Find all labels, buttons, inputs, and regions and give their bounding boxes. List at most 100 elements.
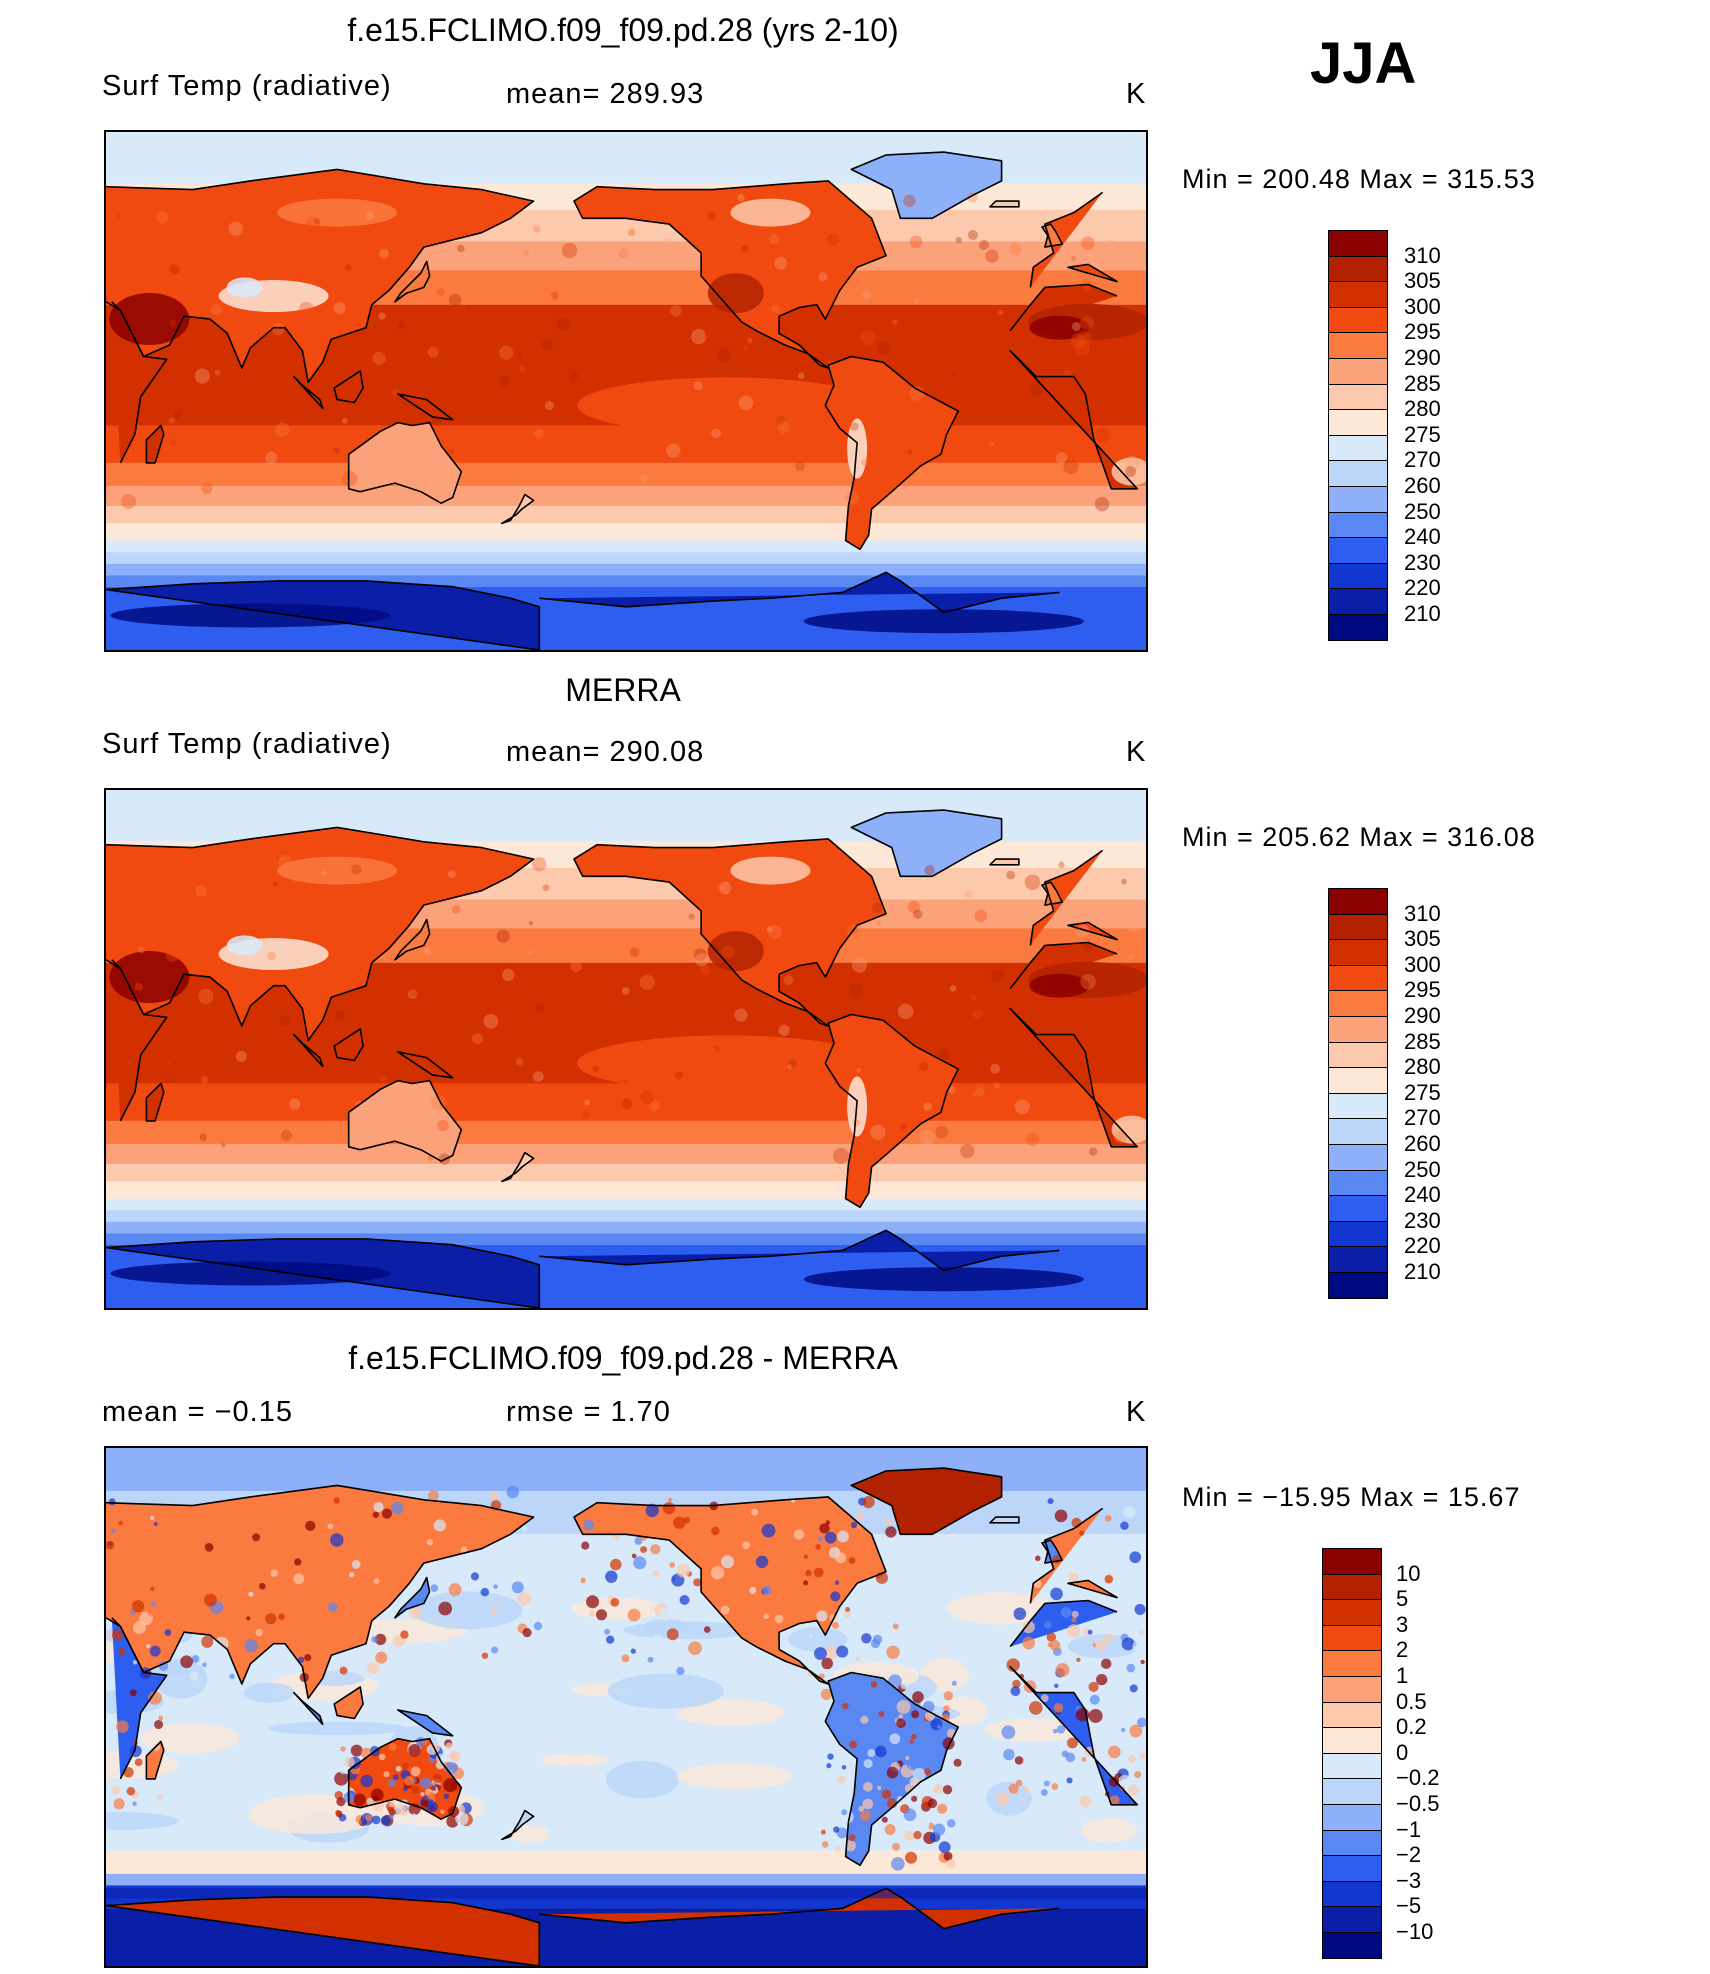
noise-speckle bbox=[580, 1577, 586, 1584]
noise-speckle bbox=[388, 1814, 394, 1820]
colorbar-swatch bbox=[1328, 434, 1388, 462]
noise-speckle bbox=[118, 1647, 126, 1656]
noise-speckle bbox=[134, 982, 143, 991]
noise-speckle bbox=[877, 341, 891, 356]
noise-speckle bbox=[533, 1621, 543, 1631]
noise-speckle bbox=[827, 1100, 844, 1117]
noise-speckle bbox=[1055, 452, 1068, 464]
ocean-patch bbox=[268, 1721, 407, 1736]
climate-feature bbox=[1029, 315, 1090, 340]
noise-speckle bbox=[1138, 1630, 1144, 1635]
noise-speckle bbox=[841, 1765, 847, 1770]
noise-speckle bbox=[289, 1098, 301, 1110]
noise-speckle bbox=[826, 1763, 832, 1769]
noise-speckle bbox=[498, 376, 511, 388]
noise-speckle bbox=[1082, 941, 1093, 952]
noise-speckle bbox=[546, 1053, 554, 1060]
colorbar-label: 2 bbox=[1396, 1637, 1409, 1663]
noise-speckle bbox=[606, 1635, 615, 1644]
noise-speckle bbox=[1121, 878, 1127, 885]
noise-speckle bbox=[651, 1634, 665, 1647]
noise-speckle bbox=[875, 1745, 887, 1758]
noise-speckle bbox=[445, 1742, 453, 1750]
colorbar-swatch bbox=[1328, 913, 1388, 941]
climate-feature bbox=[226, 935, 263, 956]
noise-speckle bbox=[903, 1808, 917, 1822]
noise-speckle bbox=[881, 1816, 888, 1823]
noise-speckle bbox=[1022, 1636, 1036, 1650]
noise-speckle bbox=[713, 1018, 725, 1031]
noise-speckle bbox=[344, 1756, 355, 1767]
antarctica-fill bbox=[106, 1230, 1060, 1308]
colorbar-label: −2 bbox=[1396, 1842, 1422, 1868]
noise-speckle bbox=[907, 449, 913, 455]
noise-speckle bbox=[1065, 1013, 1072, 1019]
colorbar-label: −5 bbox=[1396, 1893, 1422, 1919]
noise-speckle bbox=[278, 854, 293, 869]
noise-speckle bbox=[951, 371, 956, 376]
noise-speckle bbox=[771, 304, 781, 314]
noise-speckle bbox=[778, 1024, 790, 1036]
noise-speckle bbox=[371, 1815, 381, 1825]
colorbar-label: 285 bbox=[1404, 370, 1441, 396]
noise-speckle bbox=[489, 1573, 498, 1582]
units-label-model: K bbox=[1126, 78, 1147, 110]
climate-feature bbox=[707, 931, 764, 972]
noise-speckle bbox=[1010, 1686, 1021, 1697]
noise-speckle bbox=[1080, 316, 1094, 330]
noise-speckle bbox=[720, 1605, 730, 1615]
noise-speckle bbox=[353, 1793, 366, 1806]
noise-speckle bbox=[816, 1610, 828, 1622]
noise-speckle bbox=[265, 1613, 277, 1625]
noise-speckle bbox=[164, 1629, 172, 1637]
noise-speckle bbox=[1015, 1099, 1030, 1115]
noise-speckle bbox=[407, 989, 418, 999]
colorbar-swatch bbox=[1328, 486, 1388, 513]
noise-speckle bbox=[534, 429, 544, 439]
noise-speckle bbox=[1066, 1624, 1081, 1638]
antarctica-fill bbox=[106, 1888, 1060, 1966]
colorbar-swatch bbox=[1328, 964, 1388, 992]
noise-speckle bbox=[1089, 1694, 1100, 1705]
noise-speckle bbox=[774, 967, 785, 978]
noise-speckle bbox=[126, 1060, 132, 1066]
map-svg-model bbox=[106, 132, 1146, 650]
noise-speckle bbox=[610, 1598, 620, 1607]
noise-speckle bbox=[855, 1827, 864, 1837]
noise-speckle bbox=[535, 1004, 544, 1014]
noise-speckle bbox=[910, 1733, 917, 1740]
noise-speckle bbox=[1053, 1702, 1064, 1713]
noise-speckle bbox=[633, 1556, 647, 1570]
noise-speckle bbox=[673, 1516, 686, 1529]
noise-speckle bbox=[1088, 1662, 1098, 1672]
noise-speckle bbox=[166, 1061, 171, 1066]
noise-speckle bbox=[351, 864, 362, 875]
iceland-fill bbox=[990, 201, 1019, 207]
noise-speckle bbox=[876, 920, 882, 926]
noise-speckle bbox=[942, 1784, 953, 1795]
noise-speckle bbox=[321, 870, 327, 876]
noise-speckle bbox=[704, 330, 714, 339]
noise-speckle bbox=[1129, 1684, 1138, 1693]
madagascar-coastline bbox=[145, 1082, 165, 1122]
noise-speckle bbox=[1054, 1509, 1068, 1523]
noise-speckle bbox=[448, 1583, 462, 1596]
noise-speckle bbox=[411, 1785, 420, 1794]
noise-speckle bbox=[156, 211, 169, 224]
noise-speckle bbox=[541, 339, 554, 352]
colorbar-label: 210 bbox=[1404, 1259, 1441, 1284]
noise-speckle bbox=[204, 1593, 217, 1607]
noise-speckle bbox=[1006, 870, 1016, 880]
noise-speckle bbox=[379, 1075, 387, 1082]
noise-speckle bbox=[360, 1774, 373, 1788]
noise-speckle bbox=[113, 1798, 125, 1810]
japan-coastline bbox=[394, 1576, 431, 1619]
noise-speckle bbox=[824, 1646, 838, 1660]
colorbar-label: −0.2 bbox=[1396, 1765, 1440, 1791]
temperature-band bbox=[106, 485, 1146, 507]
noise-speckle bbox=[420, 1777, 432, 1789]
noise-speckle bbox=[373, 1578, 380, 1585]
noise-speckle bbox=[903, 194, 916, 208]
noise-speckle bbox=[813, 1647, 827, 1661]
noise-speckle bbox=[511, 1581, 524, 1594]
